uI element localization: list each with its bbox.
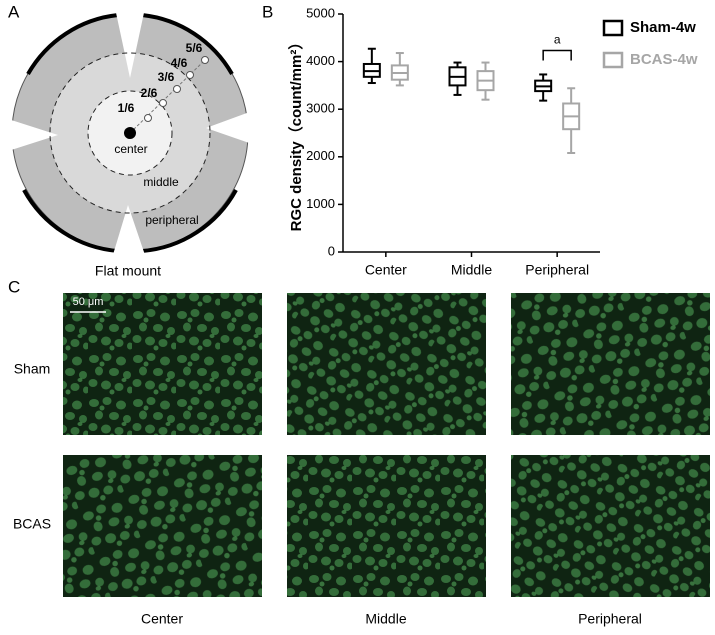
box-plot: 0 1000 2000 3000 4000 5000 Center Middle Periphe… xyxy=(306,5,698,277)
panel-label: A xyxy=(8,2,20,21)
micrograph xyxy=(511,293,710,435)
micrograph xyxy=(63,293,262,435)
micrograph xyxy=(287,455,486,597)
position-label: 4/6 xyxy=(171,56,188,70)
y-tick-label: 3000 xyxy=(306,101,335,116)
position-label: 2/6 xyxy=(141,86,158,100)
legend-swatch xyxy=(602,51,624,69)
region-label: middle xyxy=(143,175,179,189)
panel-label: B xyxy=(262,2,273,21)
y-tick-label: 5000 xyxy=(306,5,335,20)
column-label: Center xyxy=(141,611,183,627)
scale-bar-label: 50 μm xyxy=(73,296,104,308)
x-tick-label: Middle xyxy=(451,262,492,278)
y-tick-label: 1000 xyxy=(306,196,335,211)
x-tick-label: Center xyxy=(365,262,407,278)
micrograph xyxy=(287,293,486,435)
panel-label: C xyxy=(8,277,20,296)
position-label: 3/6 xyxy=(158,70,175,84)
y-axis-label: RGC density（count/mm²） xyxy=(287,35,305,232)
row-label: Sham xyxy=(14,361,51,377)
panel-caption: Flat mount xyxy=(95,263,161,279)
significance-bracket xyxy=(542,49,572,61)
region-label: peripheral xyxy=(145,213,198,227)
y-tick-label: 2000 xyxy=(306,148,335,163)
legend-swatch xyxy=(602,19,624,37)
column-label: Peripheral xyxy=(578,611,642,627)
micrographs xyxy=(63,293,710,597)
position-label: 1/6 xyxy=(118,101,135,115)
legend-label: Sham-4w xyxy=(630,19,696,36)
position-label: 5/6 xyxy=(186,41,203,55)
row-label: BCAS xyxy=(13,516,51,532)
micrograph xyxy=(63,455,262,597)
y-tick-label: 4000 xyxy=(306,53,335,68)
region-label: center xyxy=(114,142,147,156)
column-label: Middle xyxy=(365,611,406,627)
legend-label: BCAS-4w xyxy=(630,51,698,68)
y-tick-label: 0 xyxy=(328,243,335,258)
x-tick-label: Peripheral xyxy=(525,262,589,278)
micrograph xyxy=(511,455,710,597)
significance-label: a xyxy=(554,33,561,47)
flat-mount-diagram xyxy=(5,8,255,258)
